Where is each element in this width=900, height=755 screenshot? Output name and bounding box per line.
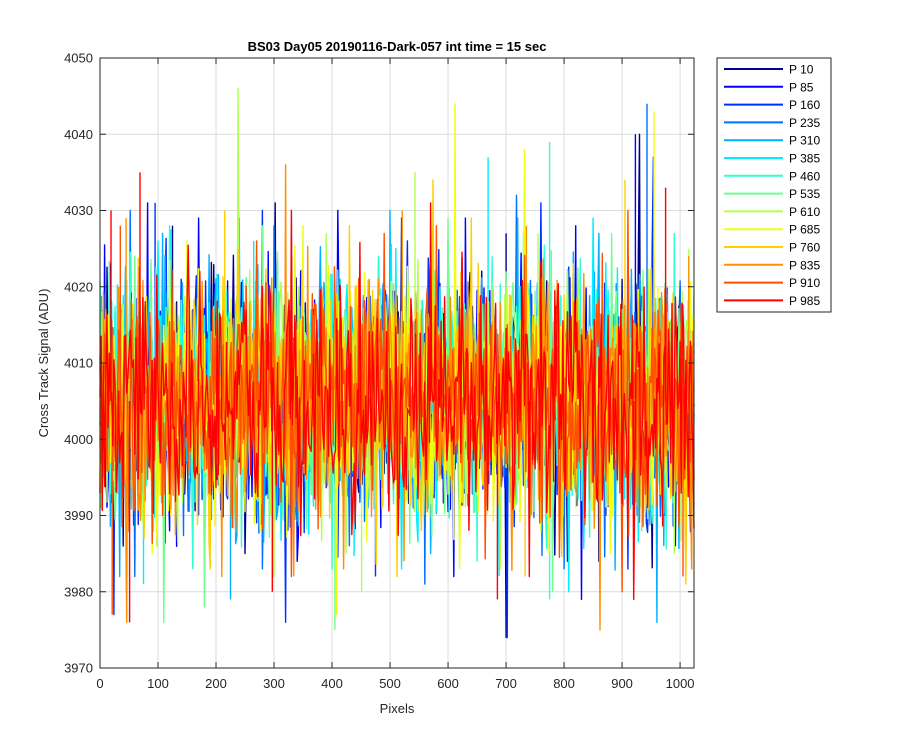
x-tick-label: 700	[495, 676, 517, 691]
y-axis-label: Cross Track Signal (ADU)	[36, 289, 51, 438]
x-tick-label: 300	[263, 676, 285, 691]
legend-label: P 310	[789, 134, 820, 148]
y-tick-label: 3970	[64, 661, 93, 676]
series-line	[99, 172, 695, 623]
legend-label: P 460	[789, 169, 820, 183]
legend-label: P 910	[789, 276, 820, 290]
x-tick-label: 900	[611, 676, 633, 691]
x-tick-label: 400	[321, 676, 343, 691]
legend-label: P 235	[789, 116, 820, 130]
chart-title: BS03 Day05 20190116-Dark-057 int time = …	[248, 39, 547, 54]
legend-label: P 85	[789, 80, 814, 94]
legend-label: P 10	[789, 63, 814, 77]
y-tick-label: 4030	[64, 203, 93, 218]
legend-label: P 610	[789, 205, 820, 219]
legend-label: P 385	[789, 152, 820, 166]
legend-label: P 985	[789, 294, 820, 308]
legend: P 10 P 85 P 160 P 235 P 310 P 385 P 460 P 535 P …	[716, 57, 832, 313]
y-tick-label: 4010	[64, 356, 93, 371]
y-tick-label: 4040	[64, 127, 93, 142]
y-tick-label: 4020	[64, 279, 93, 294]
x-tick-label: 1000	[666, 676, 695, 691]
x-axis-label: Pixels	[380, 701, 415, 716]
legend-box	[716, 57, 832, 313]
series-line	[99, 179, 695, 585]
legend-label: P 160	[789, 98, 820, 112]
x-tick-label: 200	[205, 676, 227, 691]
y-tick-label: 4000	[64, 432, 93, 447]
legend-label: P 760	[789, 241, 820, 255]
y-tick-label: 3980	[64, 584, 93, 599]
x-tick-label: 800	[553, 676, 575, 691]
series-layer	[99, 87, 695, 639]
y-tick-label: 4050	[64, 51, 93, 66]
x-tick-label: 600	[437, 676, 459, 691]
x-tick-label: 500	[379, 676, 401, 691]
y-tick-label: 3990	[64, 508, 93, 523]
x-tick-label: 0	[96, 676, 103, 691]
legend-label: P 835	[789, 258, 820, 272]
x-tick-label: 100	[147, 676, 169, 691]
legend-label: P 535	[789, 187, 820, 201]
legend-label: P 685	[789, 223, 820, 237]
ticks-layer: 0 100 200 300 400 500 600 700 800 900 1000 3970 3980…	[64, 51, 694, 692]
